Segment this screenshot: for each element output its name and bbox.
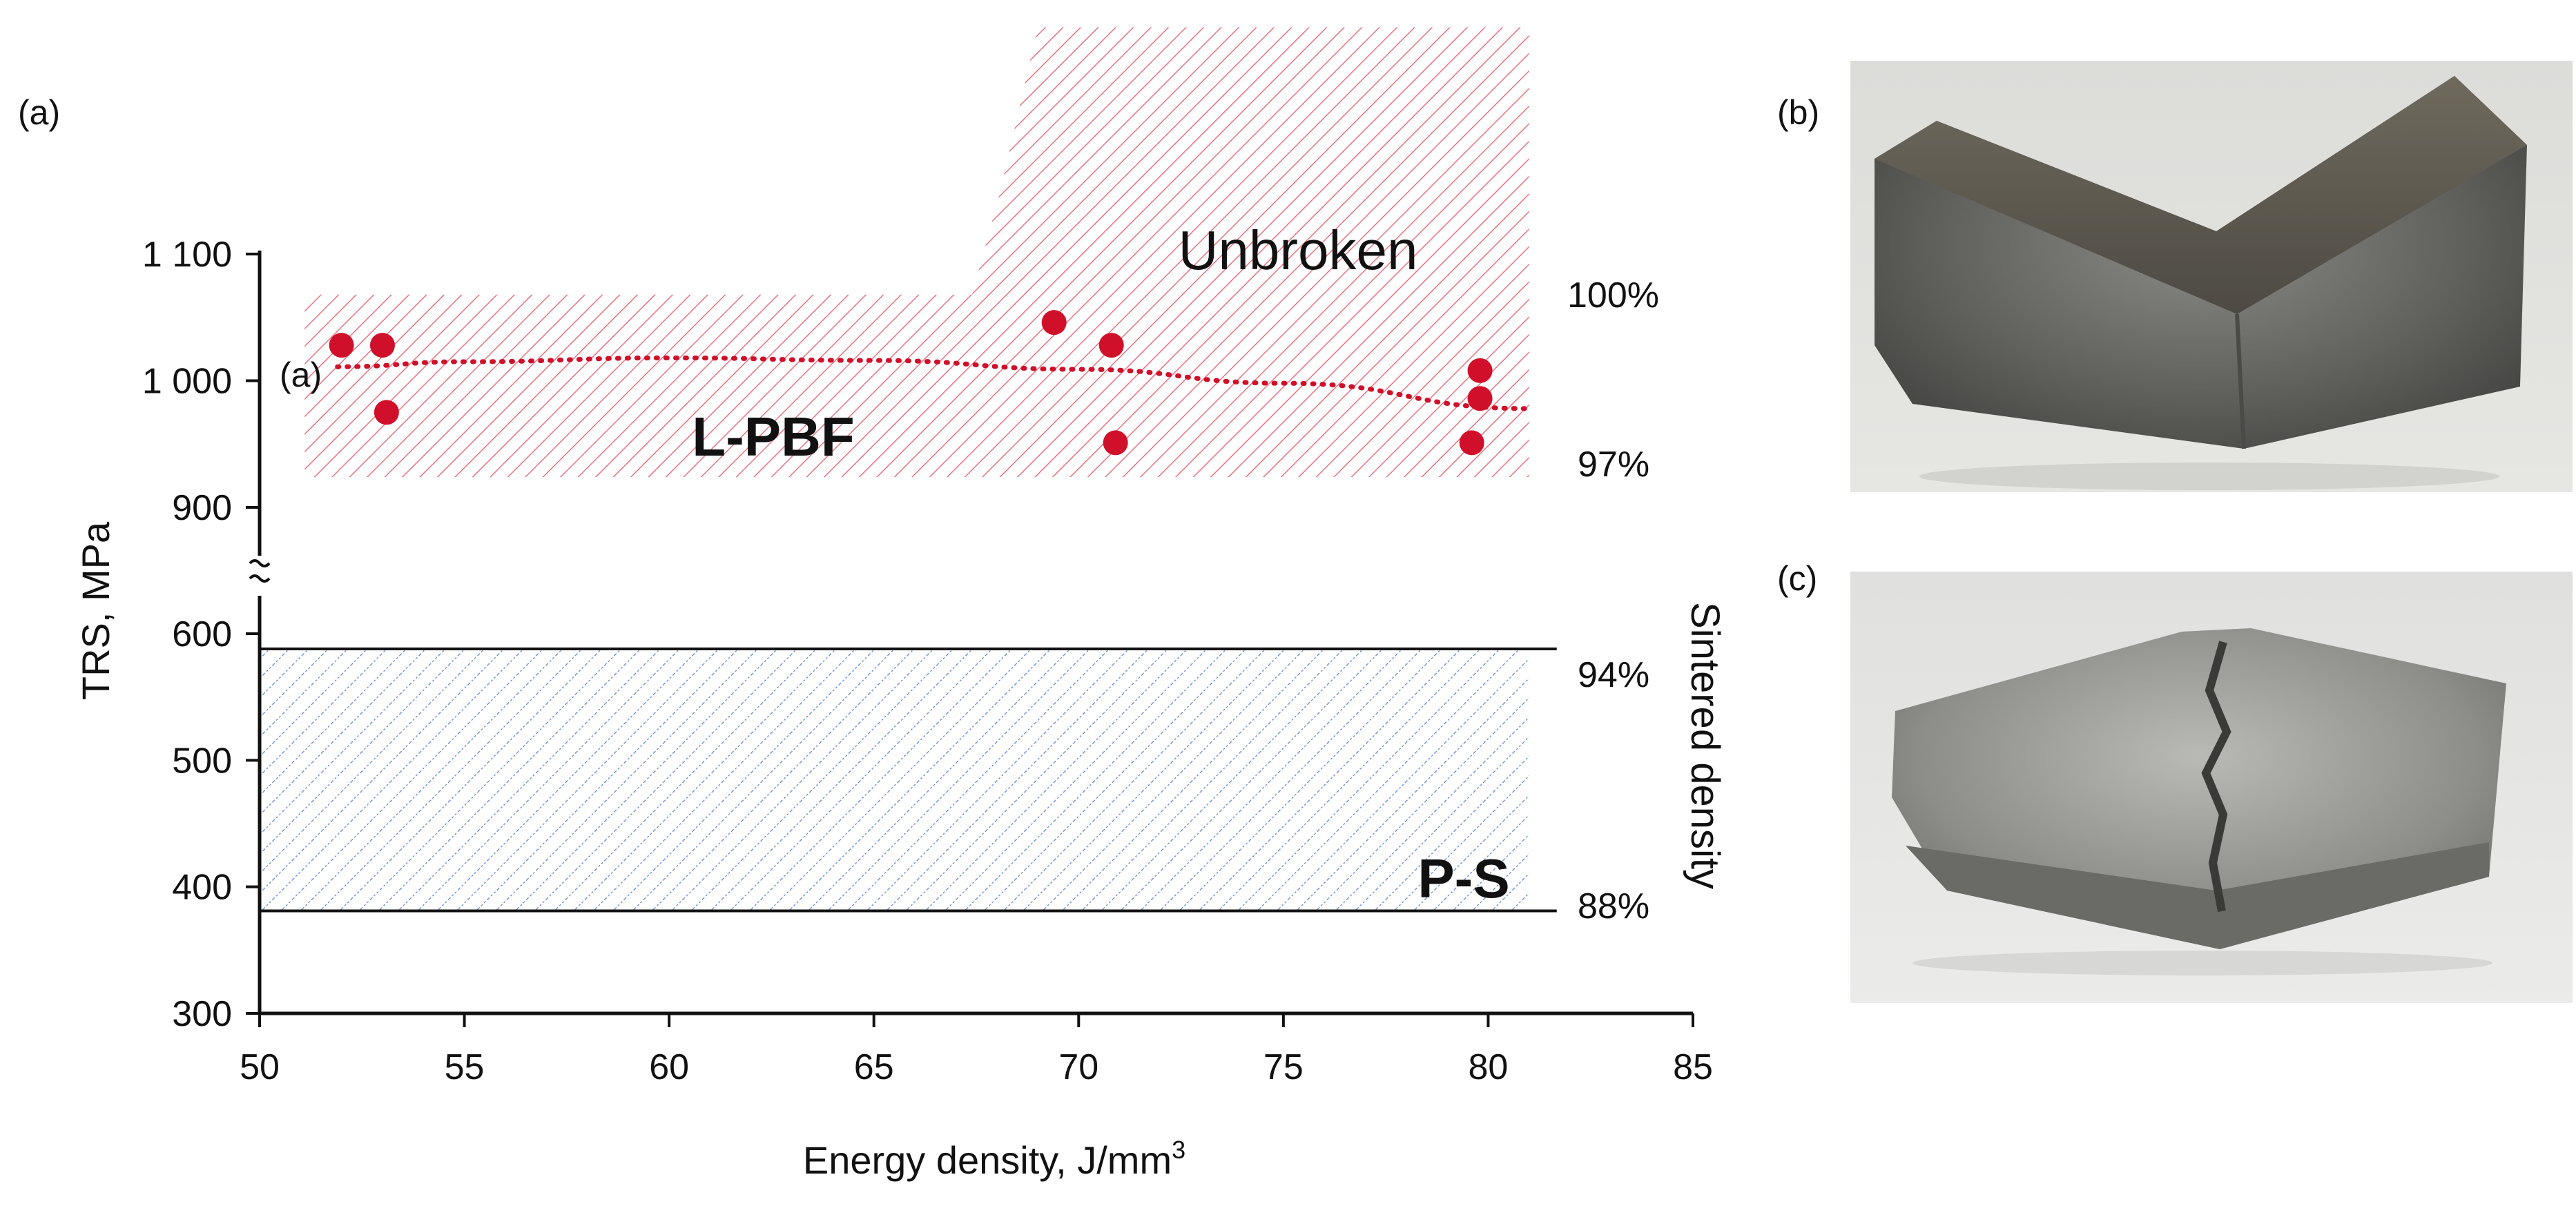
data-point [1459,430,1484,456]
density-94-label: 94% [1578,655,1649,695]
unbroken-label: Unbroken [1179,220,1418,281]
data-point [1467,386,1493,411]
data-point [1467,358,1493,383]
data-point [1041,310,1067,335]
sintered-density-label: Sintered density [1683,602,1727,889]
density-100-label: 100% [1567,275,1659,315]
photo-b-unbroken-specimen [1850,61,2573,492]
density-88-label: 88% [1578,886,1649,926]
x-ticks: 50 55 60 65 70 75 80 85 [240,1013,1713,1087]
data-point [374,400,399,425]
x-tick-label: 65 [854,1047,894,1087]
panel-label-a: (a) [18,93,60,132]
specimen-b-bend-edge [2235,313,2246,449]
y-tick-label: 600 [172,614,232,654]
data-point [329,333,354,358]
x-tick-label: 80 [1469,1047,1509,1087]
x-tick-label: 75 [1263,1047,1304,1087]
ps-label: P-S [1417,848,1509,909]
x-tick-label: 60 [649,1047,689,1087]
x-tick-label: 85 [1673,1047,1713,1087]
y-axis-label: TRS, MPa [74,521,117,700]
hatched-regions [260,27,1557,913]
specimen-c-side-face [1906,842,2489,949]
y-tick-label: 1 000 [142,362,232,402]
y-tick-label: 1 100 [142,235,232,275]
photo-c-fractured-specimen [1850,572,2573,1003]
data-point [1098,333,1124,358]
trend-line [335,355,1532,411]
specimen-b-top-face [1875,76,2527,314]
y-tick-label: 300 [172,994,232,1034]
y-tick-label: 500 [172,741,232,781]
axis-break-icon [249,559,271,583]
specimen-c-shadow [1912,951,2492,975]
specimen-b-shadow [1919,463,2499,490]
data-points [329,310,1493,456]
ps-region [260,649,1529,911]
trend-label: (a) [280,356,322,394]
x-tick-label: 50 [240,1047,280,1087]
panel-label-b: (b) [1777,93,1819,132]
axes: 50 55 60 65 70 75 80 85 900 1 000 1 100 300 400 500 6… [142,235,1713,1087]
panel-label-c: (c) [1777,559,1817,598]
x-tick-label: 70 [1058,1047,1098,1087]
lpbf-unbroken-region [304,27,1529,477]
density-97-label: 97% [1578,445,1649,485]
trend-series [335,355,1532,411]
lpbf-label: L-PBF [692,406,855,467]
x-axis-label: Energy density, J/mm3 [803,1136,1185,1182]
y-tick-label: 900 [172,488,232,528]
fracture-crack-icon [2201,641,2231,913]
x-tick-label: 55 [445,1047,485,1087]
y-tick-label: 400 [172,868,232,908]
data-point [369,333,395,358]
y-ticks: 900 1 000 1 100 300 400 500 600 [142,235,260,1034]
data-point [1103,430,1128,456]
